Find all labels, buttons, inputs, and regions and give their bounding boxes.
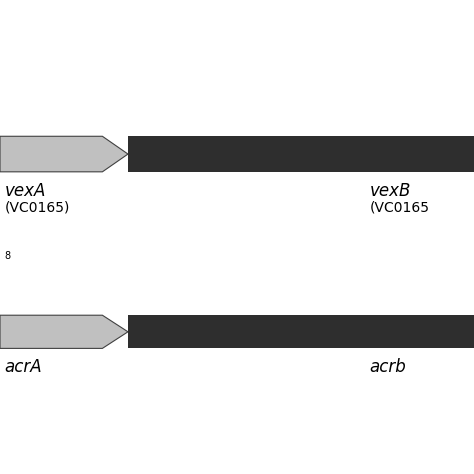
Text: vexB: vexB: [370, 182, 411, 201]
Text: vexA: vexA: [5, 182, 46, 201]
Bar: [128, 315, 474, 348]
Polygon shape: [0, 315, 128, 348]
Text: acrb: acrb: [370, 358, 407, 376]
Text: (VC0165): (VC0165): [5, 200, 70, 214]
Text: 8: 8: [5, 251, 11, 261]
Bar: [128, 137, 474, 172]
Text: acrA: acrA: [5, 358, 42, 376]
Text: (VC0165: (VC0165: [370, 200, 430, 214]
Polygon shape: [0, 137, 128, 172]
